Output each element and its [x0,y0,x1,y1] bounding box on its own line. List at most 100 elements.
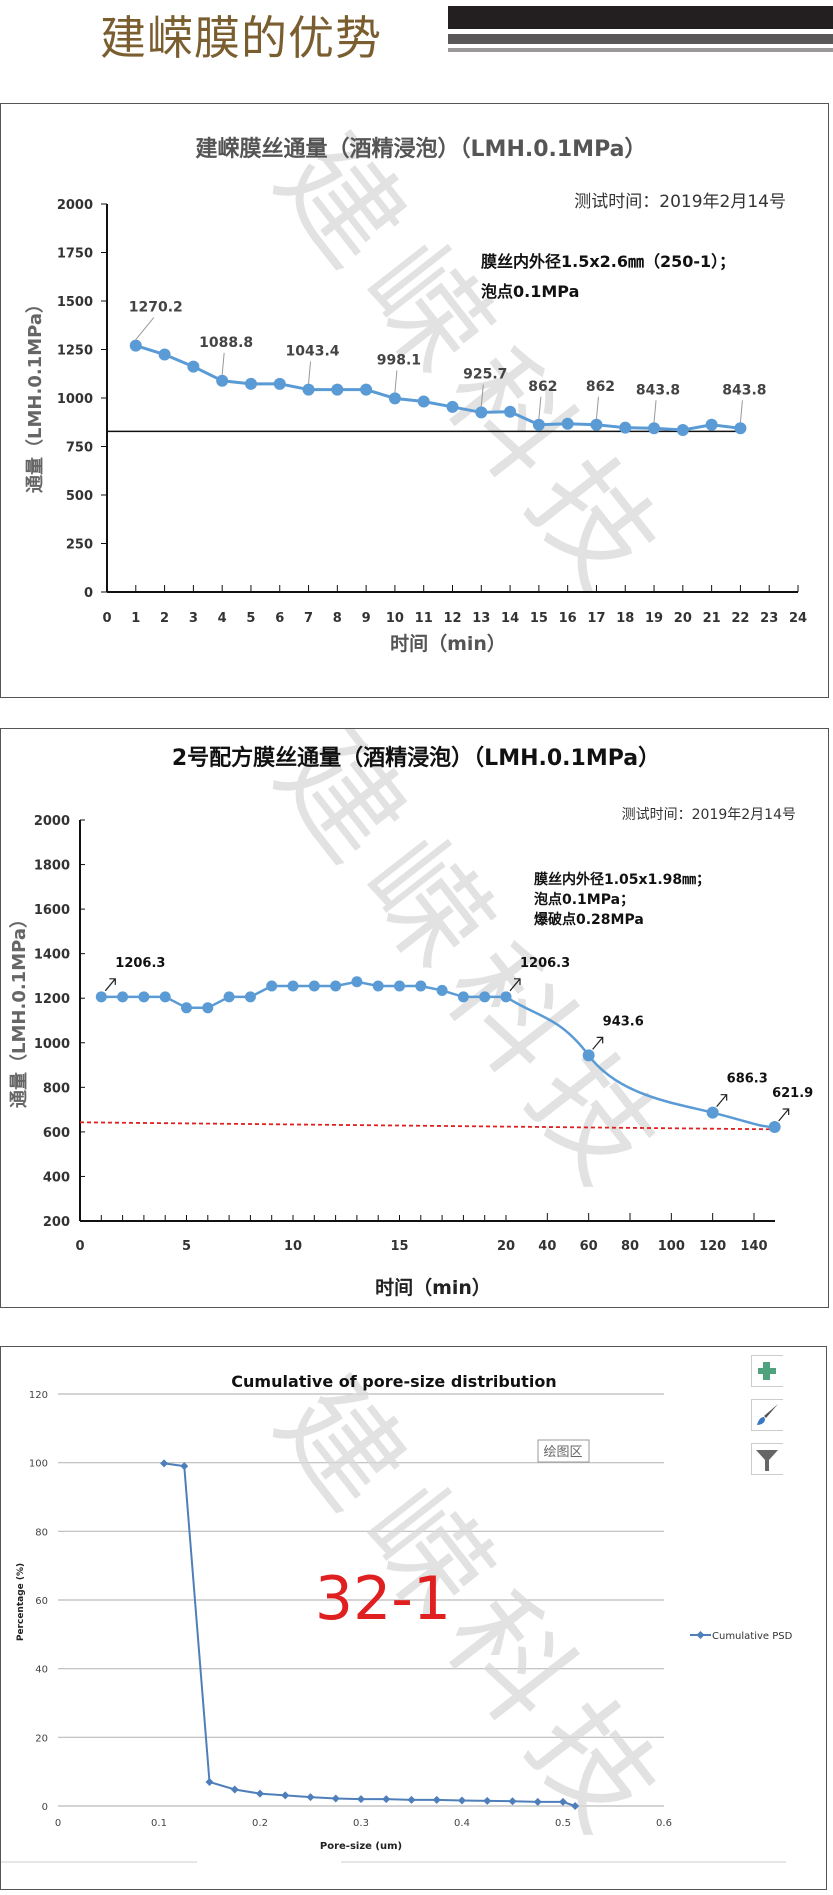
header-bar-decoration [448,6,833,29]
y-tick-label: 500 [66,489,93,504]
data-point [223,991,235,1003]
x-tick-label: 16 [559,611,577,626]
filter-icon [756,1450,778,1471]
header-bar-decoration [448,34,833,44]
data-label: 862 [586,379,615,395]
data-label: 943.6 [603,1014,644,1029]
data-label-arrow [778,1108,790,1122]
data-point [407,1795,416,1804]
x-tick-label: 22 [731,611,749,626]
data-point [205,1777,214,1786]
data-label: 1088.8 [199,335,253,351]
data-point [432,1795,441,1804]
x-tick-label: 0.4 [454,1818,470,1829]
data-point [372,980,384,992]
x-tick-label: 24 [789,611,807,626]
x-tick-label: 0 [102,611,111,626]
chart-annotation: 膜丝内外径1.05x1.98㎜； [534,871,710,888]
x-tick-label: 0.2 [252,1818,268,1829]
y-tick-label: 40 [35,1665,48,1676]
data-label: 843.8 [636,382,680,398]
y-tick-label: 1000 [57,392,93,407]
data-label-leader [653,400,657,423]
data-point [306,1793,315,1802]
data-point [230,1785,239,1794]
data-point [504,405,517,418]
x-tick-label: 0.5 [555,1818,571,1829]
add-chart-element-button[interactable] [751,1355,783,1387]
data-point [415,980,427,992]
x-tick-label: 17 [587,611,605,626]
data-point [159,991,171,1003]
data-label: 1206.3 [520,956,570,971]
data-point [138,991,150,1003]
x-axis-label: Pore-size (um) [320,1841,402,1852]
plot-area-tag-box [537,1439,590,1463]
chart-title: 2号配方膜丝通量（酒精浸泡）（LMH.0.1MPa） [172,745,660,771]
chart-title: 建嵘膜丝通量（酒精浸泡）（LMH.0.1MPa） [196,136,647,162]
x-tick-label: 8 [333,611,342,626]
data-label: 843.8 [722,382,766,398]
data-point [394,980,405,992]
watermark: 建嵘科技 [251,729,695,1221]
x-tick-label: 4 [218,611,227,626]
data-point [117,991,129,1003]
x-tick-label: 5 [246,611,255,626]
data-point [436,984,448,996]
y-tick-label: 750 [66,441,93,456]
data-point [508,1797,517,1806]
plus-icon [758,1362,776,1380]
series-line [135,344,741,432]
data-point [458,1796,466,1805]
y-tick-label: 100 [29,1459,48,1470]
x-tick-label: 13 [472,611,490,626]
chart-annotation: 膜丝内外径1.5x2.6㎜（250-1）； [481,252,735,271]
x-tick-label: 12 [443,611,461,626]
x-tick-label: 0.1 [151,1818,167,1829]
header-bar-decoration [448,48,833,52]
y-tick-label: 1000 [34,1037,70,1052]
x-tick-label: 14 [501,611,519,626]
x-tick-label: 19 [645,611,663,626]
x-tick-label: 23 [760,611,778,626]
y-tick-label: 120 [29,1390,48,1401]
y-axis-label: Percentage (%) [16,1563,26,1641]
data-point [244,991,256,1003]
overlay-label: 32-1 [315,1564,451,1634]
x-tick-label: 15 [390,1239,408,1254]
chart-styles-button[interactable] [751,1399,783,1431]
data-point [388,392,401,405]
data-point [457,991,469,1003]
data-point [532,418,545,431]
y-tick-label: 1250 [57,344,93,359]
x-tick-label: 20 [497,1239,515,1254]
data-point [676,424,689,437]
data-label-arrow [509,978,521,992]
chart-filters-button[interactable] [751,1443,783,1475]
data-point [160,1459,169,1468]
chart-1: 建嵘科技建嵘膜丝通量（酒精浸泡）（LMH.0.1MPa）测试时间：2019年2月… [24,112,807,655]
x-tick-label: 20 [674,611,692,626]
x-tick-label: 18 [616,611,634,626]
data-point [500,991,512,1003]
chart-date-note: 测试时间：2019年2月14号 [574,192,786,212]
data-label: 1206.3 [115,956,165,971]
data-point [330,980,342,992]
x-tick-label: 10 [386,611,404,626]
y-tick-label: 1800 [34,859,70,874]
data-label-leader [739,400,743,423]
chart-1-panel: 建嵘科技 建嵘膜丝通量（酒精浸泡）（LMH.0.1MPa） 测试时间：2019年2月… [0,103,829,698]
data-point [479,991,491,1003]
data-label-arrow [716,1094,728,1108]
x-tick-label: 60 [580,1239,598,1254]
data-point [382,1795,391,1804]
chart-annotation: 泡点0.1MPa [481,282,579,301]
x-tick-label: 11 [415,611,433,626]
data-point [360,383,373,396]
x-tick-label: 80 [621,1239,639,1254]
data-label: 925.7 [463,366,507,382]
y-tick-label: 1400 [34,948,70,963]
y-tick-label: 2000 [34,814,70,829]
